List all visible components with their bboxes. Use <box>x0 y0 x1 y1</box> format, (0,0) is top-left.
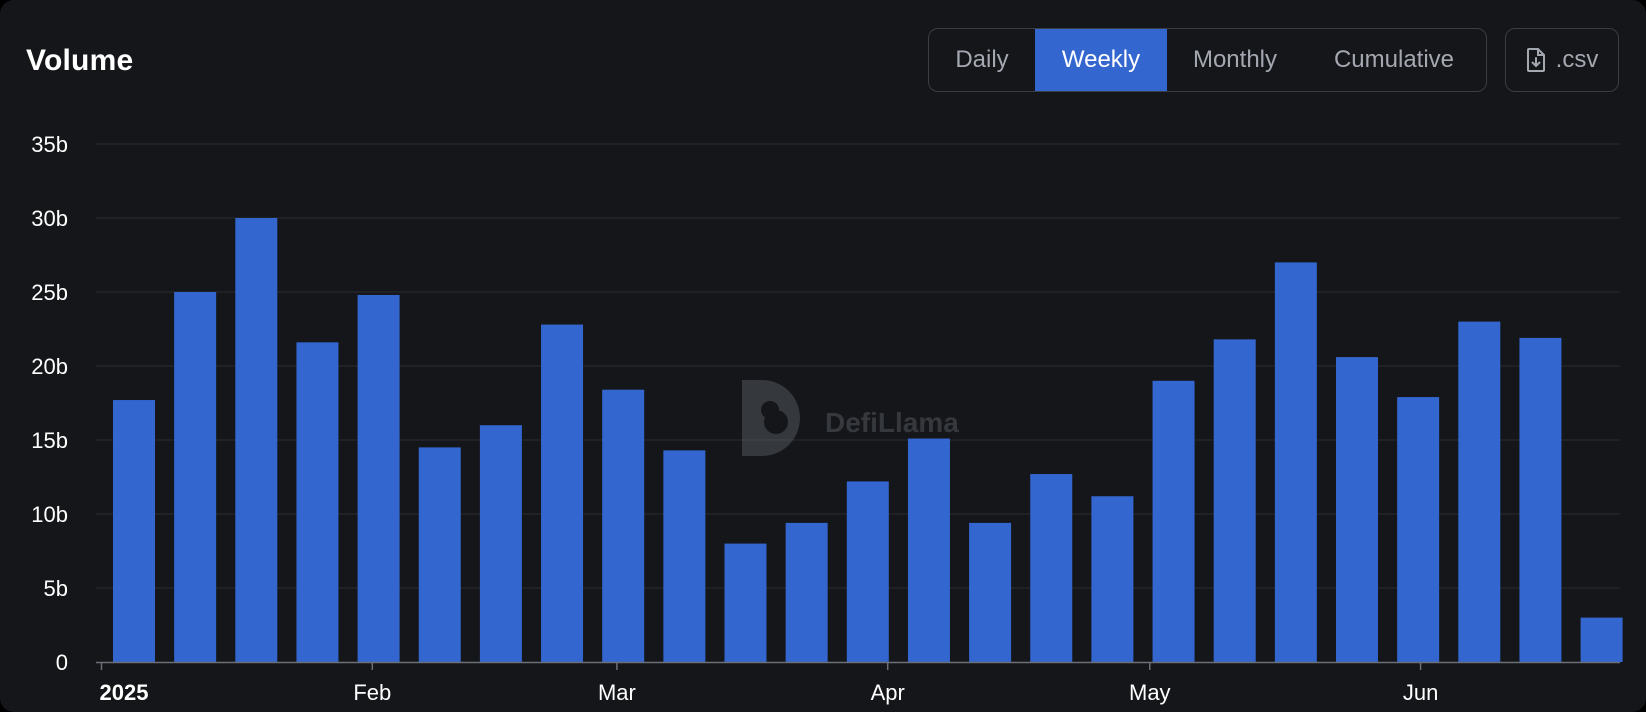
bar <box>1030 474 1073 662</box>
x-tick-label: 2025 <box>100 680 149 705</box>
y-tick-label: 25b <box>31 280 68 305</box>
bar <box>663 450 706 662</box>
bar <box>1274 262 1317 662</box>
bar <box>174 292 217 662</box>
bars <box>113 218 1623 662</box>
defillama-logo-icon <box>742 380 800 456</box>
csv-label: .csv <box>1555 46 1599 73</box>
bar <box>785 522 828 662</box>
x-tick-label: Mar <box>598 680 636 705</box>
tab-weekly[interactable]: Weekly <box>1035 29 1167 91</box>
bar <box>907 438 950 662</box>
bar <box>296 342 339 662</box>
y-tick-label: 15b <box>31 428 68 453</box>
y-tick-label: 10b <box>31 502 68 527</box>
csv-download-button[interactable]: .csv <box>1505 28 1619 92</box>
bar <box>235 218 278 662</box>
x-tick-label: Feb <box>353 680 391 705</box>
watermark: DefiLlama <box>742 380 959 456</box>
bar <box>357 294 400 662</box>
bar <box>1519 337 1562 662</box>
bar <box>1580 617 1623 662</box>
x-tick-label: Jun <box>1403 680 1438 705</box>
bar <box>479 425 522 662</box>
x-tick-label: May <box>1129 680 1171 705</box>
bar <box>602 389 645 662</box>
bar <box>418 447 461 662</box>
bar <box>1458 321 1501 662</box>
axes: 0 5b 10b 15b 20b 25b 30b 35b 2025 Feb Mar Apr May Jun <box>31 132 1620 705</box>
watermark-text: DefiLlama <box>825 407 959 438</box>
bar <box>541 324 584 662</box>
y-tick-label: 5b <box>44 576 68 601</box>
chart-title: Volume <box>26 44 134 77</box>
bar <box>1213 339 1256 662</box>
bar <box>1091 496 1134 662</box>
bar <box>969 522 1012 662</box>
bar <box>1152 380 1195 662</box>
y-tick-label: 20b <box>31 354 68 379</box>
bar <box>1336 357 1378 662</box>
bar <box>1397 397 1440 662</box>
period-tabs: Daily Weekly Monthly Cumulative <box>928 28 1487 92</box>
y-tick-label: 0 <box>56 650 68 675</box>
bar <box>724 543 767 662</box>
y-tick-label: 30b <box>31 206 68 231</box>
file-download-icon <box>1526 48 1545 72</box>
tab-cumulative[interactable]: Cumulative <box>1333 46 1455 73</box>
bar <box>846 481 889 662</box>
x-tick-label: Apr <box>871 680 905 705</box>
bar <box>113 400 155 662</box>
tab-daily[interactable]: Daily <box>955 46 1009 73</box>
y-tick-label: 35b <box>31 132 68 157</box>
tab-monthly[interactable]: Monthly <box>1192 46 1278 73</box>
